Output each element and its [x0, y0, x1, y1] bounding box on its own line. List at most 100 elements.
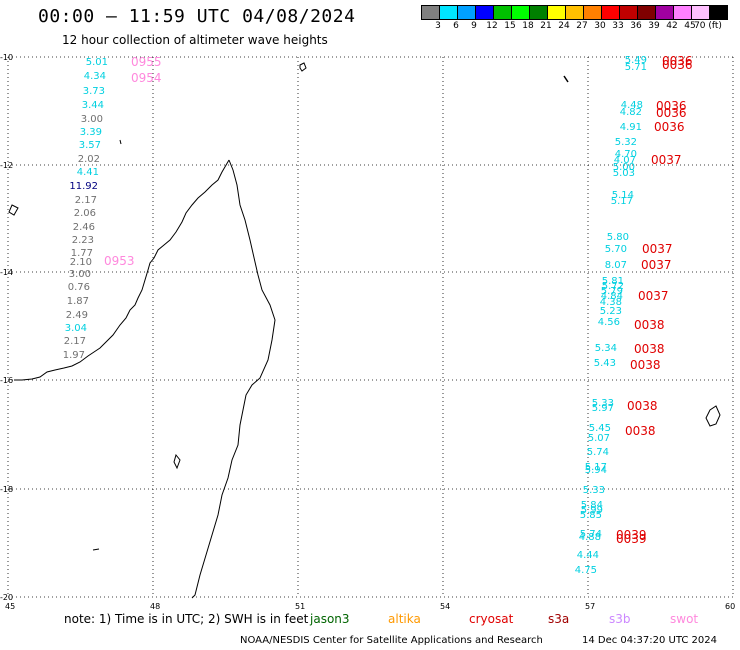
- wave-height-value: 5.84: [581, 500, 603, 511]
- colorbar-label: 6: [453, 21, 459, 31]
- seychelles-island: [563, 75, 569, 83]
- wave-height-value: 4.38: [600, 297, 622, 308]
- wave-height-value: 2.10: [70, 257, 92, 268]
- x-tick-label: 57: [585, 602, 595, 610]
- obs-time-label: 0036: [662, 58, 693, 72]
- x-tick-label: 48: [150, 602, 160, 610]
- wave-height-value: 5.49: [625, 55, 647, 66]
- wave-height-value: 5.07: [588, 433, 610, 444]
- obs-time-label: 0954: [131, 71, 162, 85]
- wave-height-value: 5.33: [592, 398, 614, 409]
- obs-time-label: 0038: [634, 318, 665, 332]
- x-tick-label: 45: [5, 602, 15, 610]
- colorbar-label: 70 (ft): [694, 21, 722, 31]
- y-tick-label: -18: [0, 485, 13, 494]
- obs-time-label: 0039: [616, 532, 647, 546]
- wave-height-value: 3.57: [79, 140, 101, 151]
- colorbar-label: 12: [486, 21, 498, 31]
- wave-height-value: 5.94: [585, 465, 607, 476]
- reunion-island: [705, 405, 721, 427]
- obs-time-label: 0038: [634, 342, 665, 356]
- comoros-island: [299, 62, 307, 72]
- wave-height-value: 1.77: [71, 248, 93, 259]
- obs-time-label: 0953: [104, 254, 135, 268]
- x-tick-label: 54: [440, 602, 450, 610]
- mozambique-coast-bits: [8, 139, 181, 551]
- colorbar-label: 42: [666, 21, 678, 31]
- wave-height-value: 3.00: [69, 269, 91, 280]
- colorbar-label: 27: [576, 21, 588, 31]
- wave-height-value: 5.01: [86, 57, 108, 68]
- colorbar-label: 15: [504, 21, 516, 31]
- colorbar-label: 33: [612, 21, 624, 31]
- obs-time-label: 0955: [131, 55, 162, 69]
- wave-height-value: 5.17: [611, 196, 633, 207]
- obs-time-label: 0037: [642, 242, 673, 256]
- legend-altika: altika: [388, 612, 421, 626]
- wave-height-value: 3.04: [65, 323, 87, 334]
- wave-height-value: 5.43: [594, 358, 616, 369]
- y-tick-label: -20: [0, 593, 13, 602]
- colorbar-label: 3: [435, 21, 441, 31]
- wave-height-value: 4.82: [620, 107, 642, 118]
- wave-height-colorbar: [421, 5, 728, 20]
- colorbar-label: 9: [471, 21, 477, 31]
- obs-time-label: 0037: [651, 153, 682, 167]
- colorbar-label: 30: [594, 21, 606, 31]
- wave-height-value: 2.46: [73, 222, 95, 233]
- y-tick-label: -12: [0, 161, 13, 170]
- note-text: note: 1) Time is in UTC; 2) SWH is in fe…: [64, 612, 309, 626]
- wave-height-value: 1.97: [63, 350, 85, 361]
- obs-time-label: 0039: [616, 528, 647, 542]
- map-subtitle: 12 hour collection of altimeter wave hei…: [62, 33, 328, 47]
- wave-height-value: 5.45: [589, 423, 611, 434]
- wave-height-value: 3.44: [82, 100, 104, 111]
- wave-height-value: 5.71: [625, 62, 647, 73]
- wave-height-value: 5.74: [587, 447, 609, 458]
- legend-s3b: s3b: [609, 612, 631, 626]
- wave-height-value: 4.56: [598, 317, 620, 328]
- colorbar-label: 39: [648, 21, 660, 31]
- colorbar-label: 24: [558, 21, 570, 31]
- wave-height-value: 2.17: [75, 195, 97, 206]
- track-west: 5.01 4.34 3.73 3.44 3.00 3.39 3.57 2.02 4.41 11.9…: [63, 55, 162, 361]
- wave-height-value: 5.00: [613, 162, 635, 173]
- obs-time-label: 0036: [654, 120, 685, 134]
- wave-height-value: 5.34: [595, 343, 617, 354]
- wave-height-value: 2.02: [78, 154, 100, 165]
- wave-height-value: 4.34: [84, 71, 106, 82]
- obs-time-label: 0036: [656, 99, 687, 113]
- obs-time-label: 0037: [638, 289, 669, 303]
- wave-height-value: 5.23: [600, 306, 622, 317]
- wave-height-value: 5.81: [602, 276, 624, 287]
- wave-height-value: 5.74: [580, 529, 602, 540]
- wave-height-value: 11.92: [69, 181, 98, 192]
- wave-height-value: 5.97: [592, 403, 614, 414]
- colorbar-label: 18: [522, 21, 534, 31]
- wave-height-value: 4.75: [575, 565, 597, 576]
- wave-height-value: 2.23: [72, 235, 94, 246]
- y-tick-label: -14: [0, 268, 13, 277]
- legend-s3a: s3a: [548, 612, 570, 626]
- legend-jason3: jason3: [310, 612, 350, 626]
- wave-height-value: 8.07: [605, 260, 627, 271]
- wave-height-value: 4.70: [615, 149, 637, 160]
- obs-time-label: 0038: [630, 358, 661, 372]
- wave-height-value: 4.88: [579, 532, 601, 543]
- wave-height-value: 5.85: [580, 510, 602, 521]
- wave-height-value: 5.33: [583, 485, 605, 496]
- wave-height-value: 5.80: [607, 232, 629, 243]
- wave-height-value: 5.79: [601, 286, 623, 297]
- legend-cryosat: cryosat: [469, 612, 514, 626]
- x-tick-label: 51: [295, 602, 305, 610]
- wave-height-value: 3.00: [81, 114, 103, 125]
- credit-line: NOAA/NESDIS Center for Satellite Applica…: [240, 635, 543, 646]
- y-tick-label: -10: [0, 53, 13, 62]
- wave-height-value: 0.76: [68, 282, 90, 293]
- wave-height-value: 4.41: [77, 167, 99, 178]
- grid-lines: [7, 56, 734, 598]
- colorbar-swatch: [709, 5, 728, 20]
- wave-height-value: 4.44: [577, 550, 599, 561]
- generated-time: 14 Dec 04:37:20 UTC 2024: [582, 635, 717, 646]
- map-plot: 45 48 51 54 57 60 -10 -12 -14 -16 -18 -20 5.01 4.34 3…: [0, 53, 735, 610]
